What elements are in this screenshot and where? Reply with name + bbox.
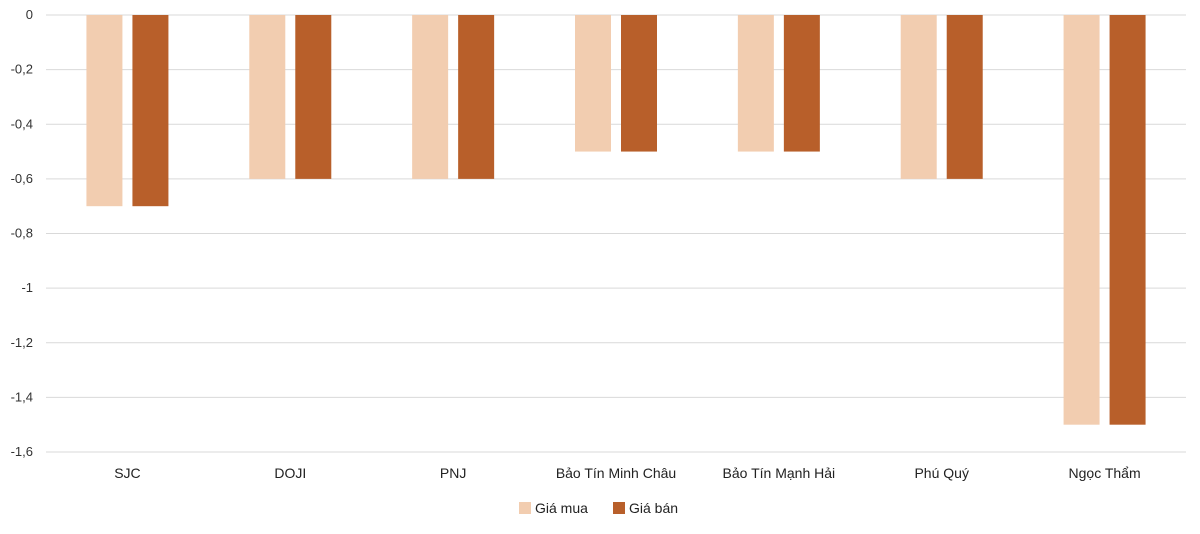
- y-tick-label: -1,4: [11, 389, 33, 404]
- legend-swatch-gia-ban: [613, 502, 625, 514]
- bar-gia-ban-ngoc-tham: [1109, 15, 1146, 425]
- gridlines: [46, 14, 1186, 453]
- legend-swatch-gia-mua: [519, 502, 531, 514]
- bar-gia-mua-pnj: [412, 15, 449, 179]
- bars: [86, 15, 1146, 425]
- y-tick-label: 0: [26, 7, 33, 22]
- y-tick-label: -1,6: [11, 444, 33, 459]
- bar-gia-mua-phu-quy: [900, 15, 937, 179]
- legend-label-gia-ban: Giá bán: [629, 500, 678, 516]
- bar-gia-mua-bao-tin-manh-hai: [737, 15, 774, 152]
- bar-gia-ban-pnj: [458, 15, 495, 179]
- bar-gia-mua-ngoc-tham: [1063, 15, 1100, 425]
- y-tick-label: -0,6: [11, 171, 33, 186]
- y-tick-label: -1: [21, 280, 33, 295]
- x-category-label: PNJ: [440, 465, 466, 481]
- bar-gia-mua-doji: [249, 15, 286, 179]
- x-category-label: Ngọc Thẩm: [1069, 465, 1141, 481]
- x-axis-categories: SJC DOJI PNJ Bảo Tín Minh Châu Bảo Tín Mạnh …: [114, 465, 1140, 481]
- x-category-label: Bảo Tín Mạnh Hải: [723, 465, 836, 481]
- y-tick-label: -0,2: [11, 62, 33, 77]
- x-category-label: SJC: [114, 465, 140, 481]
- bar-gia-mua-bao-tin-minh-chau: [575, 15, 611, 152]
- bar-gia-ban-bao-tin-manh-hai: [783, 15, 820, 152]
- legend: Giá mua Giá bán: [519, 500, 678, 516]
- x-category-label: Bảo Tín Minh Châu: [556, 465, 676, 481]
- bar-gia-ban-sjc: [132, 15, 169, 207]
- bar-gia-ban-doji: [295, 15, 332, 179]
- y-tick-label: -0,8: [11, 226, 33, 241]
- bar-gia-ban-bao-tin-minh-chau: [621, 15, 657, 152]
- y-axis-ticks: 0 -0,2 -0,4 -0,6 -0,8 -1 -1,2 -1,4 -1,6: [11, 7, 33, 459]
- x-category-label: Phú Quý: [914, 465, 968, 481]
- y-tick-label: -1,2: [11, 335, 33, 350]
- x-category-label: DOJI: [274, 465, 306, 481]
- legend-label-gia-mua: Giá mua: [535, 500, 588, 516]
- y-tick-label: -0,4: [11, 116, 33, 131]
- bar-gia-ban-phu-quy: [946, 15, 983, 179]
- bar-gia-mua-sjc: [86, 15, 123, 207]
